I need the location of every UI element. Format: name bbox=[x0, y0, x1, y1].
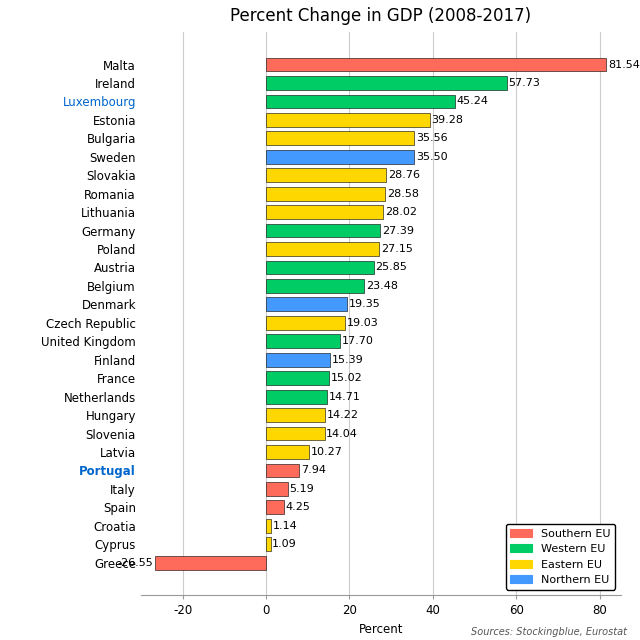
Text: 25.85: 25.85 bbox=[376, 262, 408, 273]
Text: 35.50: 35.50 bbox=[416, 152, 447, 162]
Bar bbox=[266, 445, 309, 459]
Text: 45.24: 45.24 bbox=[456, 97, 488, 106]
Bar bbox=[266, 279, 364, 293]
Text: 10.27: 10.27 bbox=[310, 447, 342, 457]
Bar bbox=[266, 463, 299, 477]
Bar bbox=[266, 242, 380, 256]
Text: 1.14: 1.14 bbox=[273, 521, 297, 531]
Bar bbox=[266, 95, 455, 108]
Bar bbox=[266, 353, 330, 367]
Bar bbox=[266, 408, 325, 422]
Bar bbox=[155, 556, 266, 570]
Bar bbox=[266, 223, 380, 237]
Text: 27.39: 27.39 bbox=[382, 225, 414, 236]
Text: 5.19: 5.19 bbox=[289, 484, 314, 494]
Text: 57.73: 57.73 bbox=[509, 78, 541, 88]
Bar bbox=[266, 316, 346, 330]
Title: Percent Change in GDP (2008-2017): Percent Change in GDP (2008-2017) bbox=[230, 7, 531, 25]
Text: 15.02: 15.02 bbox=[330, 373, 362, 383]
Text: 39.28: 39.28 bbox=[431, 115, 463, 125]
Text: 28.58: 28.58 bbox=[387, 189, 419, 198]
Text: Sources: Stockingblue, Eurostat: Sources: Stockingblue, Eurostat bbox=[471, 627, 627, 637]
Text: 28.02: 28.02 bbox=[385, 207, 417, 217]
Text: 35.56: 35.56 bbox=[416, 133, 448, 143]
Text: 28.76: 28.76 bbox=[388, 170, 420, 180]
Bar bbox=[266, 168, 386, 182]
Bar bbox=[266, 187, 385, 200]
Text: 4.25: 4.25 bbox=[285, 502, 310, 513]
Legend: Southern EU, Western EU, Eastern EU, Northern EU: Southern EU, Western EU, Eastern EU, Nor… bbox=[506, 524, 615, 589]
Bar bbox=[266, 205, 383, 219]
Bar bbox=[266, 76, 507, 90]
Text: 19.35: 19.35 bbox=[348, 300, 380, 309]
Text: 7.94: 7.94 bbox=[301, 465, 326, 476]
Bar bbox=[266, 371, 329, 385]
Bar bbox=[266, 390, 328, 404]
Text: 27.15: 27.15 bbox=[381, 244, 413, 254]
Text: 15.39: 15.39 bbox=[332, 355, 364, 365]
Bar bbox=[266, 334, 340, 348]
Text: 14.22: 14.22 bbox=[327, 410, 359, 420]
Bar bbox=[266, 113, 430, 127]
Bar bbox=[266, 519, 271, 532]
Bar bbox=[266, 538, 271, 551]
Text: -26.55: -26.55 bbox=[118, 557, 154, 568]
X-axis label: Percent: Percent bbox=[358, 623, 403, 636]
Bar bbox=[266, 58, 606, 72]
Bar bbox=[266, 298, 347, 311]
Bar bbox=[266, 150, 414, 164]
Text: 81.54: 81.54 bbox=[608, 60, 640, 70]
Text: 19.03: 19.03 bbox=[347, 318, 379, 328]
Text: 23.48: 23.48 bbox=[365, 281, 397, 291]
Bar bbox=[266, 482, 288, 496]
Text: 14.71: 14.71 bbox=[329, 392, 361, 402]
Bar bbox=[266, 131, 415, 145]
Bar bbox=[266, 500, 284, 515]
Bar bbox=[266, 427, 324, 440]
Text: 1.09: 1.09 bbox=[272, 540, 297, 549]
Bar bbox=[266, 260, 374, 275]
Text: 17.70: 17.70 bbox=[342, 336, 374, 346]
Text: 14.04: 14.04 bbox=[326, 429, 358, 438]
